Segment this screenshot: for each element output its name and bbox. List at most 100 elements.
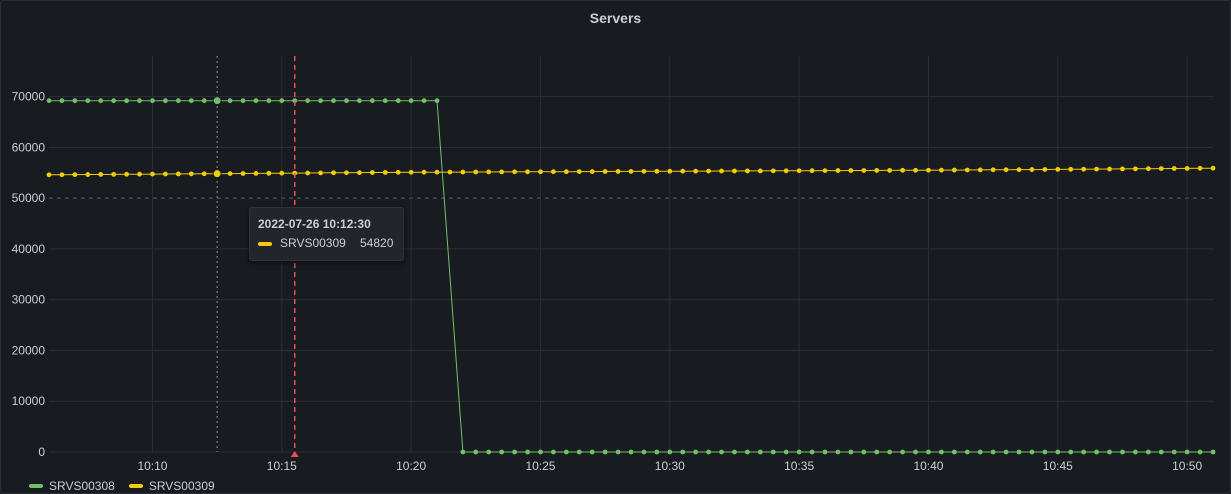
data-point-srvs00309 [279, 170, 285, 176]
data-point-srvs00309 [137, 171, 142, 177]
data-point-srvs00309 [447, 169, 453, 175]
data-point-srvs00309 [1042, 167, 1048, 172]
data-point-srvs00308 [137, 98, 142, 104]
hover-point-srvs00309 [212, 169, 222, 179]
data-point-srvs00309 [874, 168, 880, 173]
data-point-srvs00308 [848, 449, 854, 455]
tooltip-time: 2022-07-26 10:12:30 [258, 217, 371, 231]
data-point-srvs00308 [990, 449, 996, 455]
panel-title[interactable]: Servers [589, 10, 642, 26]
data-point-srvs00308 [72, 98, 78, 104]
series-line-srvs00308 [49, 100, 1213, 453]
data-point-srvs00309 [1184, 166, 1190, 171]
data-point-srvs00309 [757, 168, 763, 174]
data-point-srvs00308 [1016, 449, 1022, 455]
data-point-srvs00309 [72, 172, 78, 178]
data-point-srvs00309 [900, 167, 905, 173]
data-point-srvs00309 [693, 168, 699, 174]
data-point-srvs00309 [913, 167, 918, 173]
data-point-srvs00308 [654, 449, 660, 455]
data-point-srvs00309 [822, 168, 828, 174]
data-point-srvs00308 [1055, 449, 1061, 455]
data-point-srvs00309 [486, 169, 492, 175]
data-point-srvs00309 [576, 169, 582, 175]
data-point-srvs00308 [770, 449, 776, 455]
data-point-srvs00308 [900, 449, 905, 455]
data-point-srvs00308 [809, 449, 815, 455]
data-point-srvs00309 [227, 171, 233, 176]
data-point-srvs00309 [305, 170, 311, 176]
legend-item-srvs00309[interactable]: SRVS00309 [128, 479, 215, 493]
data-point-srvs00308 [1120, 449, 1125, 455]
data-point-srvs00308 [939, 449, 944, 455]
data-point-srvs00309 [551, 169, 556, 175]
data-point-srvs00309 [783, 168, 789, 174]
data-point-srvs00309 [939, 167, 944, 173]
data-point-srvs00308 [1094, 449, 1099, 455]
data-point-srvs00309 [602, 169, 608, 174]
data-point-srvs00308 [874, 449, 880, 455]
data-point-srvs00308 [1003, 449, 1009, 455]
data-point-srvs00309 [990, 167, 996, 173]
data-point-srvs00308 [382, 98, 388, 104]
data-point-srvs00308 [745, 449, 750, 455]
data-point-srvs00308 [1171, 449, 1177, 455]
y-tick-label: 50000 [12, 191, 46, 205]
data-point-srvs00309 [408, 169, 414, 175]
data-point-srvs00308 [1145, 449, 1151, 455]
data-point-srvs00309 [589, 169, 595, 174]
data-point-srvs00308 [188, 98, 194, 104]
data-point-srvs00308 [926, 449, 931, 455]
data-point-srvs00309 [85, 172, 91, 177]
data-point-srvs00309 [1197, 165, 1203, 171]
data-point-srvs00308 [680, 449, 686, 455]
data-point-srvs00308 [395, 98, 401, 104]
data-point-srvs00308 [525, 449, 530, 455]
data-point-srvs00309 [188, 171, 194, 177]
data-point-srvs00309 [525, 169, 530, 175]
x-tick-label: 10:10 [137, 459, 167, 473]
data-point-srvs00308 [201, 98, 207, 104]
data-point-srvs00308 [421, 98, 427, 104]
data-point-srvs00309 [499, 169, 505, 175]
data-point-srvs00308 [757, 449, 763, 455]
data-point-srvs00309 [628, 168, 634, 174]
data-point-srvs00308 [1210, 449, 1216, 455]
y-tick-label: 0 [38, 445, 45, 459]
data-point-srvs00308 [589, 449, 595, 455]
data-point-srvs00308 [628, 449, 634, 455]
data-point-srvs00308 [1197, 449, 1203, 455]
legend-item-srvs00308[interactable]: SRVS00308 [29, 479, 115, 493]
tooltip-series-value: 54820 [360, 236, 394, 250]
data-point-srvs00308 [357, 98, 362, 104]
data-point-srvs00308 [887, 449, 893, 455]
y-tick-label: 60000 [12, 140, 46, 154]
data-point-srvs00308 [861, 449, 867, 455]
data-point-srvs00309 [563, 169, 569, 175]
data-point-srvs00309 [848, 168, 854, 173]
y-tick-label: 40000 [12, 242, 46, 256]
x-tick-label: 10:35 [784, 459, 814, 473]
tooltip-series-name: SRVS00309 [280, 236, 346, 250]
data-point-srvs00309 [809, 168, 815, 174]
data-point-srvs00308 [175, 98, 181, 104]
data-point-srvs00309 [861, 168, 867, 173]
tooltip-series-swatch [258, 242, 272, 246]
x-tick-label: 10:40 [913, 459, 943, 473]
data-point-srvs00308 [964, 449, 970, 455]
data-point-srvs00308 [719, 449, 724, 455]
data-point-srvs00309 [641, 168, 647, 174]
annotation-marker [290, 451, 299, 457]
data-point-srvs00308 [1029, 449, 1035, 455]
data-point-srvs00309 [369, 170, 375, 175]
data-point-srvs00308 [1042, 449, 1048, 455]
data-point-srvs00308 [615, 449, 621, 455]
legend-swatch [128, 484, 143, 488]
y-tick-label: 10000 [12, 394, 46, 408]
data-point-srvs00309 [382, 170, 388, 175]
data-point-srvs00309 [59, 172, 65, 178]
data-point-srvs00309 [706, 168, 711, 174]
data-point-srvs00309 [357, 170, 362, 176]
